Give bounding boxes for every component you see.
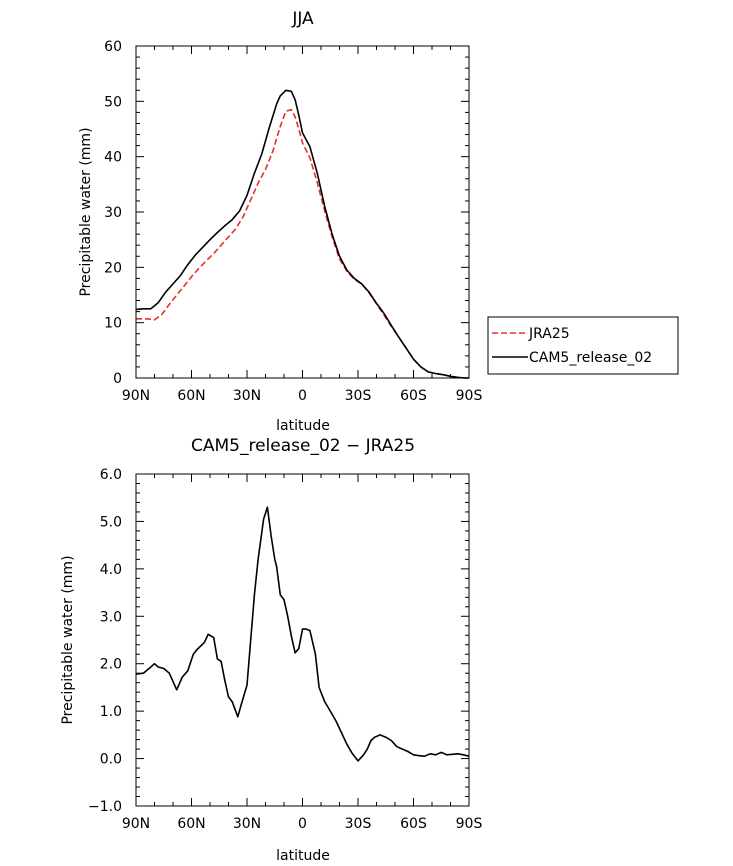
y-tick-label: 60 [104, 39, 122, 55]
y-tick-label: 40 [104, 150, 122, 166]
x-tick-label: 60N [177, 816, 205, 832]
y-tick-label: −1.0 [88, 799, 122, 815]
x-axis-label: latitude [276, 418, 330, 434]
y-tick-label: 0.0 [100, 752, 122, 768]
y-tick-label: 10 [104, 316, 122, 332]
x-tick-labels: 90N 60N 30N 0 30S 60S 90S [122, 388, 483, 404]
y-axis-label: Precipitable water (mm) [78, 127, 94, 296]
legend-label-jra25: JRA25 [528, 326, 570, 342]
x-tick-label: 30S [345, 816, 372, 832]
y-tick-label: 20 [104, 260, 122, 276]
chart-difference: CAM5_release_02 − JRA25 −1.0 0.0 1.0 2.0 3.0… [60, 436, 482, 864]
y-tick-label: 4.0 [100, 562, 122, 578]
x-tick-label: 90S [456, 816, 483, 832]
y-tick-labels: −1.0 0.0 1.0 2.0 3.0 4.0 5.0 6.0 [88, 467, 122, 815]
x-axis-label: latitude [276, 848, 330, 864]
x-tick-label: 30N [233, 388, 261, 404]
plot-frame [135, 473, 470, 807]
series-line-cam5-release-02 [135, 89, 469, 379]
x-tick-label: 30N [233, 816, 261, 832]
tick-marks [135, 45, 470, 379]
x-tick-label: 90S [456, 388, 483, 404]
x-tick-label: 90N [122, 388, 150, 404]
plot-lines [135, 506, 470, 762]
y-axis-label: Precipitable water (mm) [60, 555, 76, 724]
x-tick-label: 60S [400, 388, 427, 404]
y-tick-label: 1.0 [100, 704, 122, 720]
y-tick-labels: 0 10 20 30 40 50 60 [104, 39, 122, 387]
y-tick-label: 5.0 [100, 514, 122, 530]
y-tick-label: 0 [113, 371, 122, 387]
plot-frame [135, 45, 470, 379]
x-tick-labels: 90N 60N 30N 0 30S 60S 90S [122, 816, 483, 832]
y-tick-label: 3.0 [100, 609, 122, 625]
x-tick-label: 60N [177, 388, 205, 404]
series-line-cam5-release-02-jra25 [135, 506, 470, 762]
x-tick-label: 90N [122, 816, 150, 832]
x-tick-label: 0 [298, 816, 307, 832]
x-tick-label: 60S [400, 816, 427, 832]
chart-title-jja: JJA [291, 9, 314, 29]
y-tick-label: 2.0 [100, 657, 122, 673]
legend-label-cam5: CAM5_release_02 [529, 350, 652, 366]
chart-title-difference: CAM5_release_02 − JRA25 [191, 436, 415, 456]
y-tick-label: 6.0 [100, 467, 122, 483]
legend-box [487, 316, 679, 375]
plot-lines [135, 89, 469, 379]
y-tick-label: 30 [104, 205, 122, 221]
x-tick-label: 0 [298, 388, 307, 404]
x-tick-label: 30S [345, 388, 372, 404]
chart-jja: JJA 0 10 20 30 40 50 60 90N 60N 30N 0 30S 60S 90S Pr… [78, 9, 679, 434]
series-line-jra25 [136, 108, 469, 379]
y-tick-label: 50 [104, 94, 122, 110]
legend: JRA25 CAM5_release_02 [487, 316, 679, 375]
